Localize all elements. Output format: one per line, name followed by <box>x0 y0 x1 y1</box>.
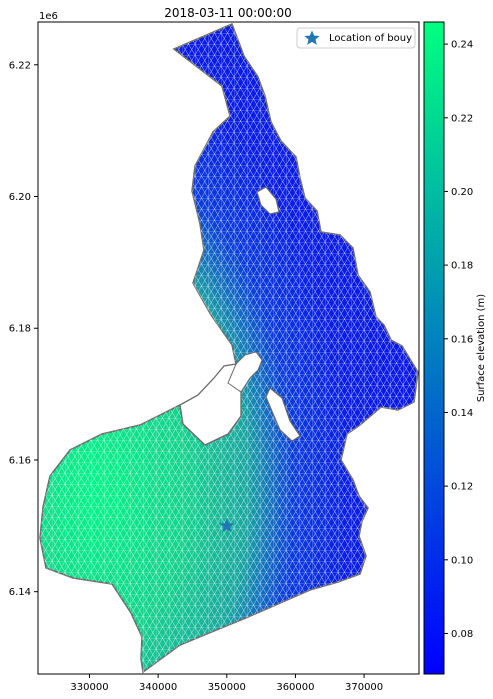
colorbar-ticks: 0.08 0.10 0.12 0.14 0.16 0.18 0.20 0.22 0.24 <box>444 40 473 640</box>
y-tick-label: 6.22 <box>9 60 31 71</box>
y-tick-label: 6.14 <box>9 587 31 598</box>
bouy-star-icon <box>219 517 235 533</box>
x-tick-label: 330000 <box>70 682 108 693</box>
x-tick-label: 350000 <box>208 682 246 693</box>
colorbar-label: Surface elevation (m) <box>476 294 487 402</box>
x-tick-label: 360000 <box>276 682 314 693</box>
legend: Location of bouy <box>296 27 416 49</box>
legend-star-icon <box>304 30 320 45</box>
legend-entry-bouy: Location of bouy <box>329 33 412 44</box>
water-mesh <box>40 24 418 672</box>
colorbar-gradient <box>423 21 445 675</box>
colorbar: 0.08 0.10 0.12 0.14 0.16 0.18 0.20 0.22 0.24 Sur… <box>423 21 487 675</box>
colorbar-tick-label: 0.22 <box>451 113 473 124</box>
bouy-marker <box>219 517 235 533</box>
y-tick-label: 6.20 <box>9 192 31 203</box>
x-axis: 330000 340000 350000 360000 370000 <box>70 674 383 693</box>
y-tick-label: 6.16 <box>9 455 31 466</box>
x-tick-label: 370000 <box>345 682 383 693</box>
y-tick-label: 6.18 <box>9 324 31 335</box>
x-tick-label: 340000 <box>139 682 177 693</box>
chart-title: 2018-03-11 00:00:00 <box>164 6 291 20</box>
y-axis: 6.14 6.16 6.18 6.20 6.22 <box>9 60 38 598</box>
colorbar-tick-label: 0.24 <box>451 40 473 51</box>
colorbar-tick-label: 0.08 <box>451 629 473 640</box>
colorbar-tick-label: 0.16 <box>451 334 473 345</box>
colorbar-tick-label: 0.14 <box>451 408 473 419</box>
island-north <box>256 186 280 215</box>
colorbar-tick-label: 0.18 <box>451 261 473 272</box>
colorbar-tick-label: 0.20 <box>451 187 473 198</box>
island-spit <box>265 387 301 442</box>
map-plot <box>39 22 419 674</box>
y-offset-label: 1e6 <box>39 11 58 22</box>
colorbar-tick-label: 0.10 <box>451 555 473 566</box>
colorbar-tick-label: 0.12 <box>451 482 473 493</box>
axes-frame <box>37 21 420 675</box>
channel-land <box>227 351 263 393</box>
